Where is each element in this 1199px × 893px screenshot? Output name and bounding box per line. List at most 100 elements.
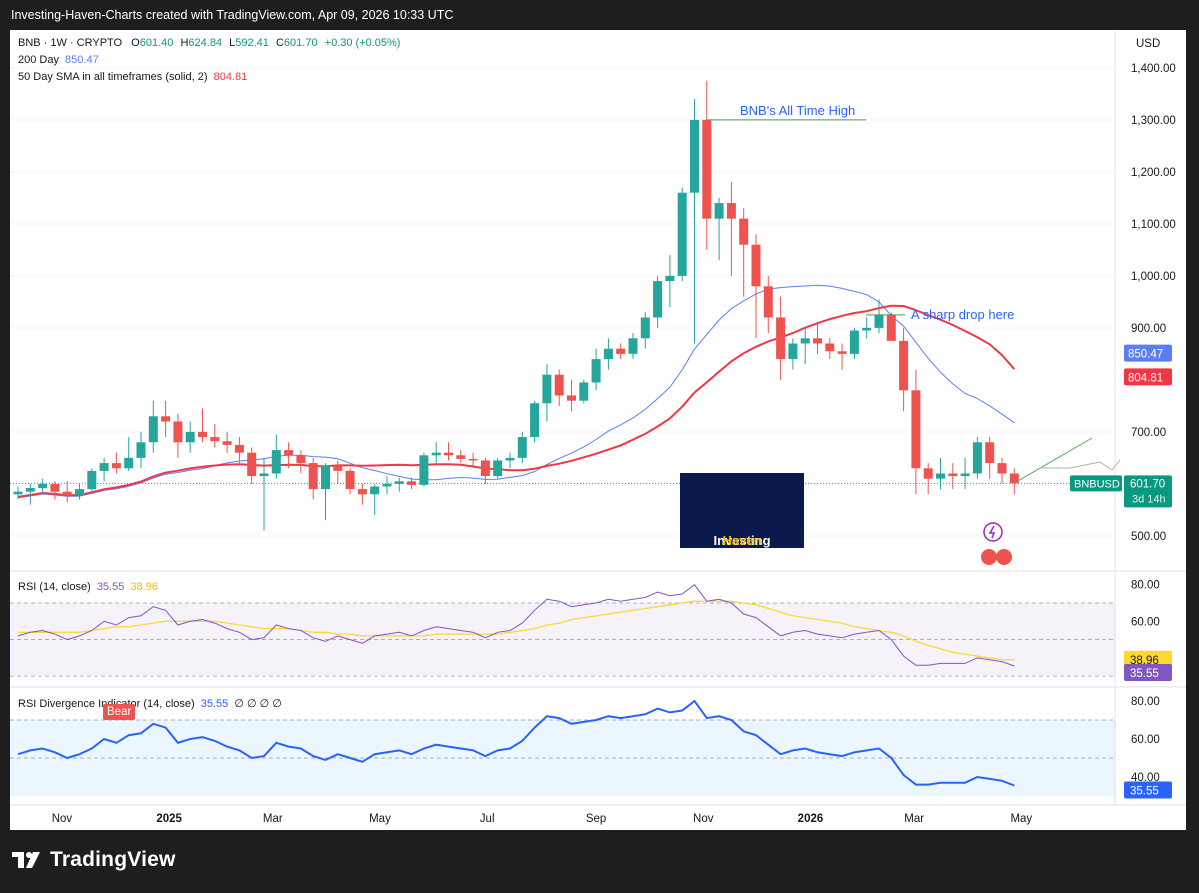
candle-body <box>370 486 380 495</box>
alert-icon <box>983 522 1003 542</box>
countdown-tag: 3d 14h <box>1132 493 1166 505</box>
alert-bolt-icon <box>988 525 996 539</box>
candle-body <box>997 463 1007 474</box>
candle-body <box>517 437 527 458</box>
candle-body <box>87 470 97 490</box>
rsi-div-line <box>17 699 1015 787</box>
candle-body <box>382 483 392 487</box>
div-axis-label: 40.00 <box>1131 772 1160 784</box>
candle-body <box>210 437 220 442</box>
candle-body <box>603 348 613 360</box>
candle-body <box>345 470 355 490</box>
candle-body <box>444 452 453 456</box>
candle-body <box>1009 473 1019 484</box>
candle-body <box>308 463 318 490</box>
ma200-label: 200 Day <box>18 54 59 66</box>
candle-body <box>702 119 712 219</box>
candle-body <box>419 455 429 485</box>
chart-panel[interactable] <box>10 30 1186 830</box>
open-value: 601.40 <box>139 37 174 49</box>
rsi-value: 35.55 <box>96 581 125 593</box>
candle-body <box>321 465 330 490</box>
last-price-tag-bg <box>1124 475 1172 508</box>
price-axis-label: 500.00 <box>1131 531 1166 543</box>
sma50-tag-bg <box>1124 368 1172 386</box>
rsi-legend[interactable]: RSI (14, close) 35.55 38.96 <box>18 581 158 593</box>
candle-body <box>173 421 183 443</box>
candle-body <box>616 348 626 354</box>
ma200-legend[interactable]: 200 Day 850.47 <box>18 54 99 66</box>
candle-body <box>800 338 810 344</box>
candle-body <box>50 483 60 492</box>
time-axis-label: Nov <box>693 813 714 825</box>
candle-body <box>247 452 257 477</box>
rsi-div-legend[interactable]: RSI Divergence Indicator (14, close) 35.… <box>18 697 282 710</box>
candle-body <box>493 460 503 477</box>
event-icon <box>981 549 997 565</box>
logo-left: Investing <box>713 533 771 548</box>
chart-header: Investing-Haven-Charts created with Trad… <box>0 0 1199 30</box>
candle-body <box>431 452 441 456</box>
candle-body <box>813 338 822 344</box>
sma50-value: 804.81 <box>213 71 248 83</box>
rsi-ma-tag-bg <box>1124 650 1172 668</box>
candle-body <box>849 330 859 354</box>
low-label: L <box>229 37 236 49</box>
candle-body <box>579 382 589 401</box>
ma200-tag: 850.47 <box>1128 349 1163 361</box>
candle-body <box>628 338 638 354</box>
logo-right: Haven <box>722 533 762 548</box>
candle-body <box>739 218 749 245</box>
time-axis-label: Sep <box>586 813 606 825</box>
candle-body <box>763 286 773 318</box>
event-icon <box>996 549 1012 565</box>
candle-body <box>923 468 933 479</box>
symbol-legend[interactable]: BNB · 1W · CRYPTO O601.40 H624.84 L592.4… <box>18 37 400 49</box>
candle-body <box>394 481 404 484</box>
candle-body <box>948 473 958 477</box>
candle-body <box>136 442 146 458</box>
sma50-legend[interactable]: 50 Day SMA in all timeframes (solid, 2) … <box>18 71 247 83</box>
candle-body <box>911 390 921 469</box>
candle-body <box>271 450 281 474</box>
ma200-value: 850.47 <box>65 54 99 66</box>
time-axis-label: Mar <box>904 813 924 825</box>
candle-body <box>936 473 945 479</box>
candle-body <box>148 416 158 443</box>
time-axis-label: 2025 <box>156 813 182 825</box>
candle-body <box>825 343 835 352</box>
candle-body <box>456 455 466 459</box>
candle-body <box>99 463 109 471</box>
candle-body <box>690 119 699 193</box>
candle-body <box>714 203 724 219</box>
time-axis-label: Jul <box>480 813 495 825</box>
candle-body <box>75 489 84 496</box>
candle-body <box>665 275 675 282</box>
candle-body <box>357 489 367 495</box>
time-axis-label: May <box>369 813 391 825</box>
tradingview-logo[interactable]: TradingView <box>12 848 176 872</box>
candle-body <box>677 192 687 276</box>
candle-body <box>468 458 478 461</box>
div-axis-label: 80.00 <box>1131 696 1160 708</box>
price-axis-label: 1,000.00 <box>1131 271 1176 283</box>
candle-body <box>542 374 552 404</box>
sma50-line <box>17 304 1016 498</box>
high-label: H <box>180 37 189 49</box>
candle-body <box>960 473 970 477</box>
rsi-ma-tag: 38.96 <box>1130 655 1159 667</box>
rsi-ma-value: 38.96 <box>130 581 158 593</box>
symbol-tag-bg <box>1070 475 1122 492</box>
time-axis-label: 2026 <box>798 813 824 825</box>
rsi-div-value: 35.55 <box>200 698 229 710</box>
projection-line <box>1040 459 1121 471</box>
candle-body <box>161 416 171 422</box>
time-axis-label: May <box>1010 813 1032 825</box>
candle-body <box>222 441 232 445</box>
candle-body <box>776 317 786 360</box>
candle-body <box>284 450 294 456</box>
close-label: C <box>275 37 284 49</box>
candle-body <box>899 340 909 391</box>
drop-annotation: A sharp drop here <box>911 307 1014 322</box>
